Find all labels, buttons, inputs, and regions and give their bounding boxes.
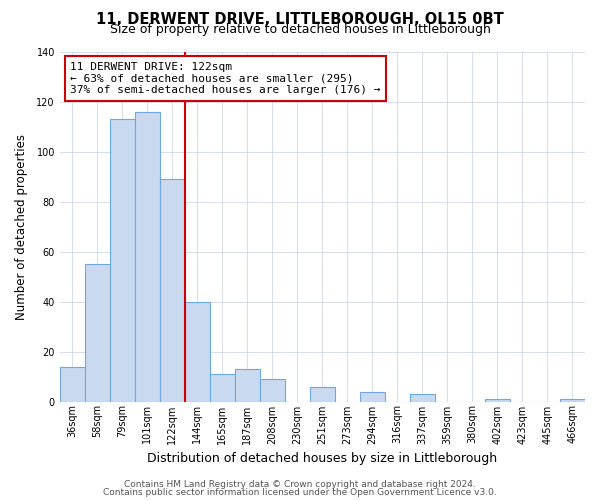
Bar xyxy=(485,399,510,402)
Bar xyxy=(110,119,135,402)
Bar xyxy=(360,392,385,402)
X-axis label: Distribution of detached houses by size in Littleborough: Distribution of detached houses by size … xyxy=(147,452,497,465)
Bar xyxy=(310,386,335,402)
Text: 11 DERWENT DRIVE: 122sqm
← 63% of detached houses are smaller (295)
37% of semi-: 11 DERWENT DRIVE: 122sqm ← 63% of detach… xyxy=(70,62,381,95)
Bar xyxy=(185,302,210,402)
Bar xyxy=(235,369,260,402)
Bar xyxy=(260,379,285,402)
Bar xyxy=(160,179,185,402)
Text: Size of property relative to detached houses in Littleborough: Size of property relative to detached ho… xyxy=(110,22,490,36)
Bar xyxy=(85,264,110,402)
Bar xyxy=(560,399,585,402)
Bar xyxy=(410,394,435,402)
Bar xyxy=(135,112,160,402)
Text: 11, DERWENT DRIVE, LITTLEBOROUGH, OL15 0BT: 11, DERWENT DRIVE, LITTLEBOROUGH, OL15 0… xyxy=(96,12,504,28)
Bar xyxy=(59,366,85,402)
Text: Contains public sector information licensed under the Open Government Licence v3: Contains public sector information licen… xyxy=(103,488,497,497)
Y-axis label: Number of detached properties: Number of detached properties xyxy=(15,134,28,320)
Bar xyxy=(210,374,235,402)
Text: Contains HM Land Registry data © Crown copyright and database right 2024.: Contains HM Land Registry data © Crown c… xyxy=(124,480,476,489)
